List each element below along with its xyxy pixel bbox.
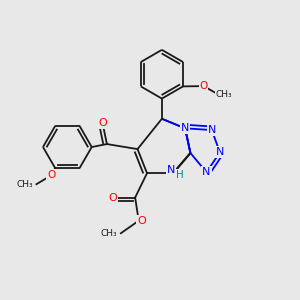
Text: CH₃: CH₃ bbox=[215, 90, 232, 99]
Text: O: O bbox=[98, 118, 107, 128]
Text: O: O bbox=[108, 193, 117, 202]
Text: N: N bbox=[208, 125, 216, 135]
Text: H: H bbox=[176, 170, 184, 180]
Text: N: N bbox=[181, 123, 189, 133]
Text: CH₃: CH₃ bbox=[101, 229, 117, 238]
Text: N: N bbox=[202, 167, 211, 177]
Text: N: N bbox=[216, 147, 224, 158]
Text: O: O bbox=[137, 216, 146, 226]
Text: N: N bbox=[167, 165, 175, 175]
Text: O: O bbox=[47, 170, 56, 180]
Text: CH₃: CH₃ bbox=[17, 180, 34, 189]
Text: O: O bbox=[200, 81, 208, 91]
